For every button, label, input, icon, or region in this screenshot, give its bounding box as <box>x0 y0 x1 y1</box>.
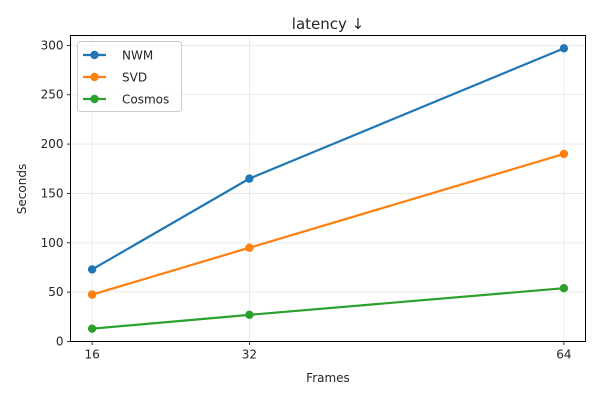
x-tick-label: 16 <box>84 348 99 362</box>
y-tick-label: 0 <box>56 335 64 349</box>
series-layer <box>87 44 569 333</box>
data-point-cosmos <box>245 310 254 320</box>
x-tick-label: 64 <box>556 348 571 362</box>
y-axis-title: Seconds <box>15 164 29 214</box>
plot-frame <box>70 35 586 342</box>
data-point-svd <box>87 290 97 299</box>
y-tick-label: 100 <box>41 236 64 250</box>
data-point-nwm <box>559 44 569 53</box>
legend-marker-nwm <box>90 50 99 60</box>
legend-marker-svd <box>90 72 99 82</box>
legend-label-svd: SVD <box>122 71 147 85</box>
y-tick-label: 200 <box>41 137 64 151</box>
series-line-cosmos <box>92 287 564 330</box>
y-tick-label: 300 <box>41 38 64 52</box>
data-point-nwm <box>87 265 97 274</box>
data-point-nwm <box>245 174 254 183</box>
data-point-svd <box>245 243 254 252</box>
y-tick-label: 250 <box>41 88 64 102</box>
legend-label-nwm: NWM <box>122 49 153 63</box>
axis-ticks: 0 50 100 150 200 250 300 16 32 64 <box>41 38 572 361</box>
chart-title: latency ↓ <box>292 15 364 33</box>
data-point-cosmos <box>559 283 569 293</box>
y-tick-label: 50 <box>48 285 63 299</box>
data-point-svd <box>559 149 569 159</box>
legend-label-cosmos: Cosmos <box>122 93 169 107</box>
y-tick-label: 150 <box>41 186 64 200</box>
x-axis-title: Frames <box>306 371 350 385</box>
x-tick-label: 32 <box>242 348 257 362</box>
legend-box <box>77 41 182 112</box>
series-line-svd <box>91 152 565 296</box>
legend-marker-cosmos <box>90 94 99 104</box>
legend: NWM SVD Cosmos <box>77 41 182 112</box>
data-point-cosmos <box>87 324 97 333</box>
